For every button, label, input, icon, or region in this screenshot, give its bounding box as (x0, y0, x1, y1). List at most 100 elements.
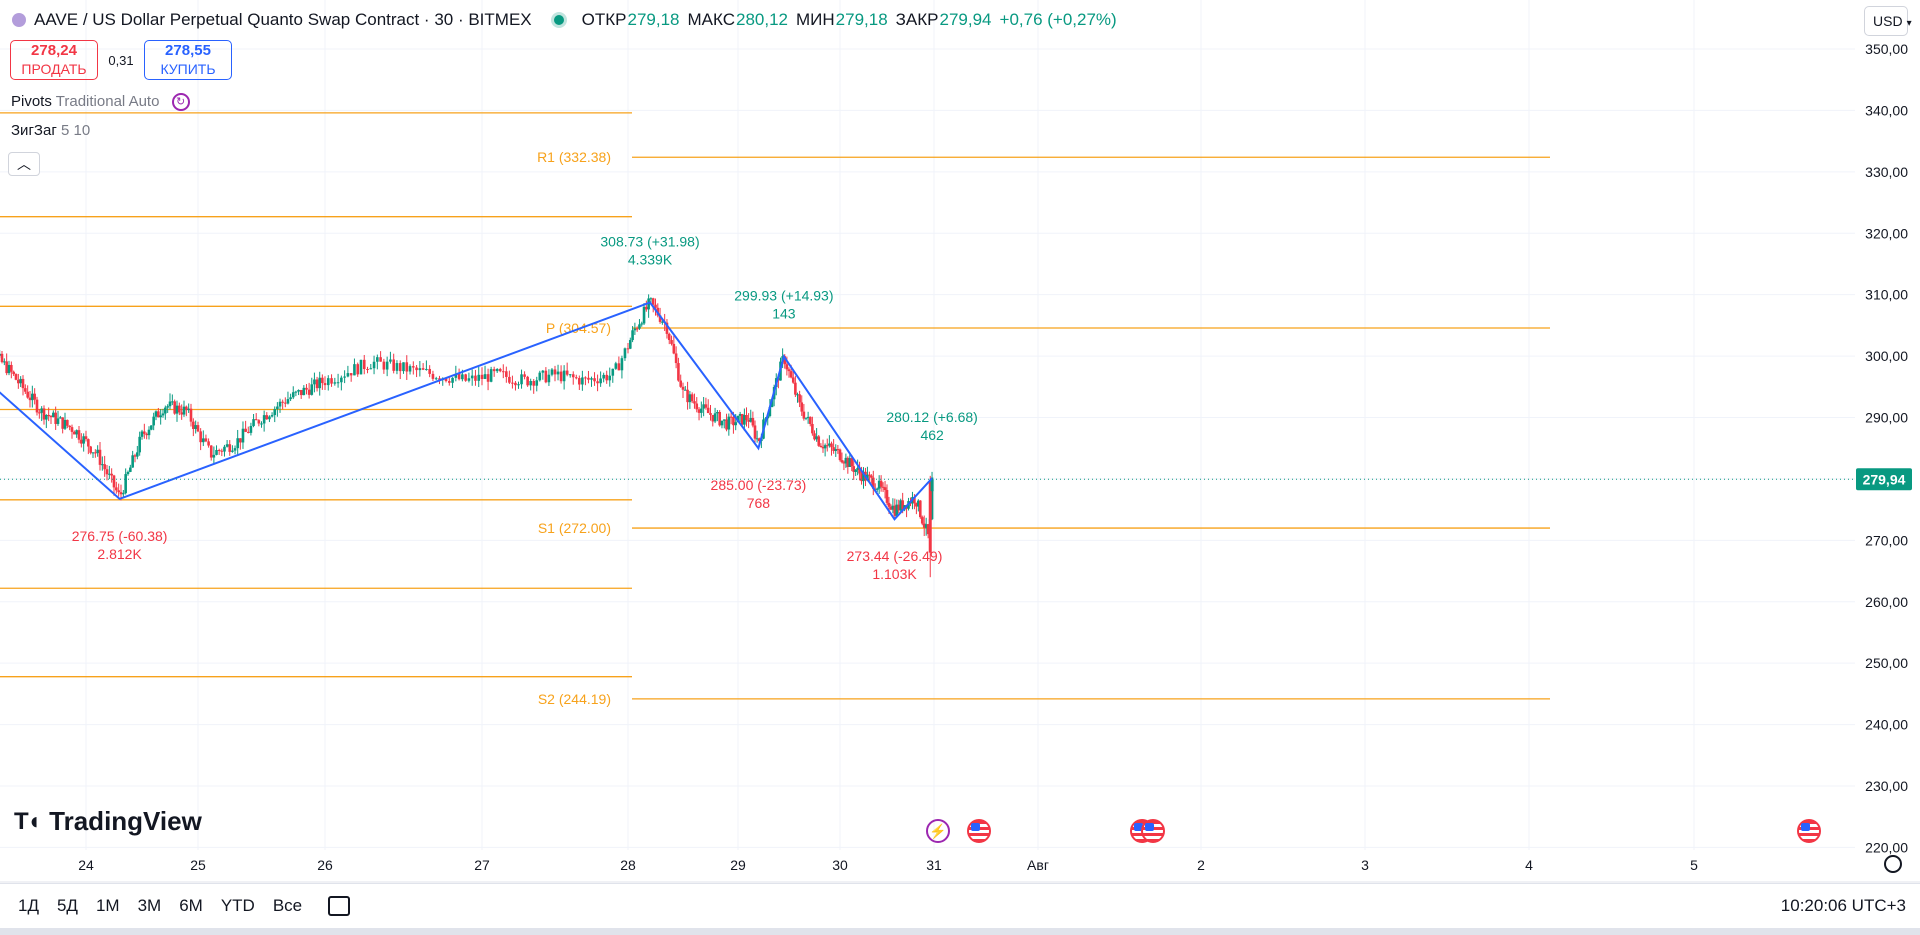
candle-body (693, 401, 696, 404)
zigzag-legend[interactable]: ЗигЗаг 5 10 (11, 122, 90, 139)
candle-body (617, 363, 621, 371)
candle-body (915, 503, 918, 507)
candle-body (302, 387, 306, 396)
symbol-title[interactable]: AAVE / US Dollar Perpetual Quanto Swap C… (34, 10, 532, 29)
candle-body (140, 431, 144, 437)
x-tick-label: Авг (1027, 857, 1049, 873)
candle-body (231, 450, 234, 452)
candle-body (10, 364, 13, 372)
candle-body (408, 366, 412, 372)
pivots-legend[interactable]: Pivots Traditional Auto ↻ (11, 93, 190, 112)
us-flag-icon[interactable] (967, 819, 991, 843)
candle-body (480, 374, 484, 379)
candle-body (265, 415, 269, 420)
candle-body (217, 449, 221, 451)
candle-body (614, 363, 618, 369)
candle-body (395, 363, 399, 371)
candle-body (836, 449, 840, 451)
y-tick-label: 330,00 (1865, 164, 1908, 180)
candle-body (661, 321, 664, 323)
clock[interactable]: 10:20:06 UTC+3 (1780, 896, 1906, 915)
candle-body (854, 469, 857, 472)
candle-body (94, 452, 97, 454)
sell-label: ПРОДАТЬ (21, 61, 87, 77)
candle-body (382, 361, 386, 370)
candle-body (635, 328, 639, 330)
candle-body (860, 473, 863, 482)
candle-body (871, 477, 875, 489)
range-1m[interactable]: 1М (95, 896, 120, 915)
candle-body (434, 378, 438, 380)
candle-body (505, 371, 508, 377)
range-3m[interactable]: 3М (137, 896, 162, 915)
candle-body (187, 408, 190, 411)
candle-body (565, 370, 569, 375)
candle-body (541, 370, 545, 373)
candle-body (278, 401, 282, 407)
zigzag-volume-label: 768 (747, 495, 771, 511)
candle-body (96, 449, 99, 454)
candle-body (356, 364, 360, 375)
candle-body (276, 406, 279, 410)
candle-body (651, 298, 655, 305)
candle-body (924, 524, 928, 528)
symbol-icon[interactable] (12, 13, 26, 27)
goto-date-icon[interactable] (328, 896, 351, 916)
currency-select[interactable]: USD ▾ (1864, 6, 1912, 36)
candle-body (683, 389, 687, 391)
candle-body (33, 393, 36, 400)
range-all[interactable]: Все (272, 896, 303, 915)
candle-body (856, 467, 859, 470)
range-1d[interactable]: 1Д (18, 896, 39, 915)
range-ytd[interactable]: YTD (220, 896, 255, 915)
candle-body (124, 474, 127, 494)
candle-body (14, 374, 18, 380)
tradingview-logo[interactable]: T◖ TradingView (14, 806, 202, 837)
candle-body (402, 362, 405, 372)
candle-body (862, 471, 865, 482)
sell-button[interactable]: 278,24 ПРОДАТЬ (10, 40, 98, 80)
refresh-icon[interactable]: ↻ (171, 93, 190, 112)
candle-body (743, 415, 746, 425)
us-flag-icon[interactable] (1797, 819, 1821, 843)
collapse-legend-button[interactable]: ︿ (8, 152, 40, 176)
candle-body (289, 397, 292, 400)
candle-body (268, 416, 271, 420)
candle-body (207, 441, 210, 446)
candle-body (755, 438, 759, 440)
candle-body (893, 505, 897, 516)
candle-body (501, 371, 505, 373)
candle-body (389, 359, 392, 362)
candle-body (192, 421, 195, 429)
market-status-dot[interactable] (553, 15, 564, 25)
candle-body (846, 457, 850, 467)
trade-panel: 278,24 ПРОДАТЬ 0,31 278,55 КУПИТЬ (10, 40, 232, 80)
settings-icon[interactable] (1884, 855, 1902, 873)
candle-body (520, 374, 523, 385)
candle-body (718, 412, 721, 426)
candle-body (467, 378, 471, 381)
buy-button[interactable]: 278,55 КУПИТЬ (144, 40, 232, 80)
candle-body (0, 353, 1, 356)
range-5d[interactable]: 5Д (56, 896, 78, 915)
us-flag-icon[interactable] (1141, 819, 1165, 843)
range-6m[interactable]: 6М (179, 896, 203, 915)
candle-body (477, 374, 481, 381)
x-tick-label: 27 (474, 857, 490, 873)
candle-body (593, 378, 596, 382)
horizontal-scrollbar[interactable] (0, 928, 1920, 935)
candle-body (68, 425, 71, 428)
candle-body (686, 389, 689, 403)
candle-body (590, 378, 593, 380)
candle-body (815, 436, 818, 440)
flash-event-icon[interactable]: ⚡ (926, 819, 950, 843)
candle-body (791, 377, 795, 383)
candle-body (91, 452, 95, 454)
candle-body (751, 417, 755, 426)
candle-body (122, 493, 125, 495)
candle-body (794, 382, 797, 395)
zigzag-params: 5 10 (60, 122, 91, 139)
candle-body (157, 411, 160, 418)
candle-body (645, 306, 648, 310)
